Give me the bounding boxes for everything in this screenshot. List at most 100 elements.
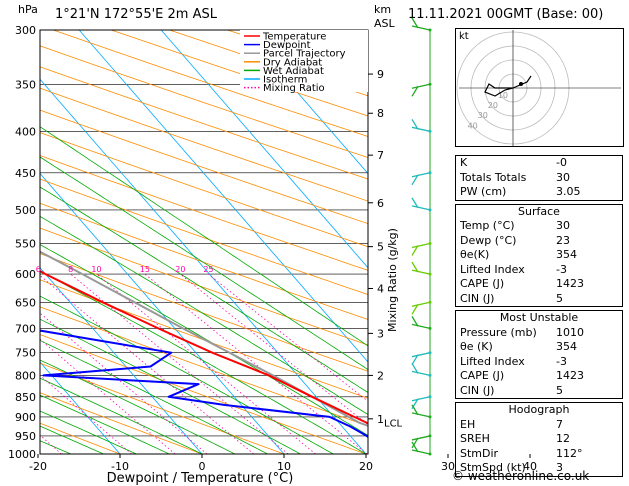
dry-adiabat-line [40,66,368,180]
wind-barb-flag [411,354,419,366]
wind-dot [428,272,432,276]
isotherm-line [160,30,368,269]
unstable-value: 5 [556,383,563,397]
wind-barb [411,126,431,132]
wind-barb [411,449,431,455]
pressure-tick-label: 700 [15,322,36,335]
dry-adiabat-line [40,334,367,454]
indices-label: PW (cm) [460,185,507,198]
wind-barb [411,323,431,330]
km-tick-label: 4 [377,282,384,295]
wind-barb [411,352,431,358]
wind-dot [428,395,432,399]
mixing-ratio-line [70,273,289,454]
wet-adiabat-line [40,295,334,454]
unstable-value: -3 [556,354,567,368]
km-tick-label: 9 [377,68,384,81]
dry-adiabat-line [40,87,368,202]
legend-entry: Mixing Ratio [263,83,325,94]
wind-barb-flag [411,261,419,273]
hodograph-row: SREH 12 [456,432,622,447]
wind-dot [428,452,432,456]
hodograph-box: Hodograph EH 7 SREH 12 StmDir 112° StmSpd (kt)… [455,402,623,477]
wind-barb [411,25,431,31]
surface-label: Dewp (°C) [460,233,517,247]
isotherm-line [40,267,203,454]
wind-barb-flag [411,17,419,29]
wet-adiabat-line [40,215,368,415]
wind-dot [428,82,432,86]
unstable-value: 1423 [556,369,584,382]
legend-entry: Dewpoint [263,40,311,51]
indices-row: Totals Totals 30 [456,171,622,186]
wind-dot [428,208,432,212]
legend-entry: Wet Adiabat [263,66,324,77]
wind-barb-flag [411,245,419,256]
unstable-value: 1010 [556,325,584,339]
indices-row: K -0 [456,156,622,171]
km-tick-label: 5 [377,241,384,254]
asl-label: ASL [374,17,395,30]
wind-barb-flag [411,441,419,453]
wind-barb [411,435,431,441]
x-tick-label: 10 [277,460,291,473]
dry-adiabat-line [40,362,285,454]
temperature-line [40,269,368,425]
hodograph-value: 112° [556,446,583,460]
wind-barb-flag [411,118,419,130]
indices-value: 30 [556,170,570,184]
unstable-label: θe (K) [460,340,493,353]
wind-barb [411,83,431,89]
surface-box: Surface Temp (°C) 30 Dewp (°C) 23 θe(K) 354 Li… [455,203,623,307]
hodograph-title: Hodograph [508,403,570,416]
unstable-label: Pressure (mb) [460,325,537,339]
unstable-label: Lifted Index [460,354,525,368]
hodograph-value: 12 [556,432,570,445]
mixing-ratio-line [40,338,176,454]
km-tick-label: 7 [377,149,384,162]
wind-barb [411,172,431,178]
wind-dot [428,129,432,133]
pressure-tick-label: 1000 [8,448,36,461]
hodograph-ring-label: 30 [478,111,488,120]
wind-barb-flag [411,174,419,186]
hodograph-label: StmDir [460,446,499,460]
surface-label: Lifted Index [460,262,525,276]
wet-adiabat-line [40,377,203,454]
isotherm-line [78,30,368,363]
hodograph-label: SREH [460,432,490,445]
wind-dot [428,326,432,330]
x-axis-label: Dewpoint / Temperature (°C) [107,471,294,486]
km-tick-label: 6 [377,197,384,210]
hodograph-value: 3 [556,461,563,474]
dry-adiabat-line [40,227,368,346]
pressure-tick-label: 500 [15,204,36,217]
dry-adiabat-line [40,132,368,248]
parcel-trajectory-line [40,250,368,427]
pressure-tick-label: 650 [15,296,36,309]
indices-row: PW (cm) 3.05 [456,185,622,200]
datetime-title: 11.11.2021 00GMT (Base: 00) [408,7,604,22]
wind-dot [428,300,432,304]
most-unstable-title: Most Unstable [499,311,579,324]
surface-label: CIN (J) [460,291,495,305]
unstable-label: CIN (J) [460,383,495,397]
hodograph-row: StmDir 112° [456,447,622,462]
isotherm-line [40,78,367,454]
wet-adiabat-line [40,126,368,347]
wet-adiabat-line [40,244,368,436]
wind-barb [411,242,431,249]
wind-dot [428,241,432,245]
pressure-tick-label: 750 [15,347,36,360]
wet-adiabat-line [40,359,235,454]
hodograph-trace [512,75,532,89]
mixing-ratio-line [96,273,316,454]
pressure-tick-label: 300 [15,24,36,37]
x-tick-label: 20 [359,460,373,473]
pressure-tick-label: 900 [15,411,36,424]
wind-dot [428,415,432,419]
wind-barbs [411,17,432,456]
surface-value: -3 [556,262,567,276]
x-tick-label: 40 [523,460,537,473]
surface-row: Temp (°C) 30 [456,219,622,234]
